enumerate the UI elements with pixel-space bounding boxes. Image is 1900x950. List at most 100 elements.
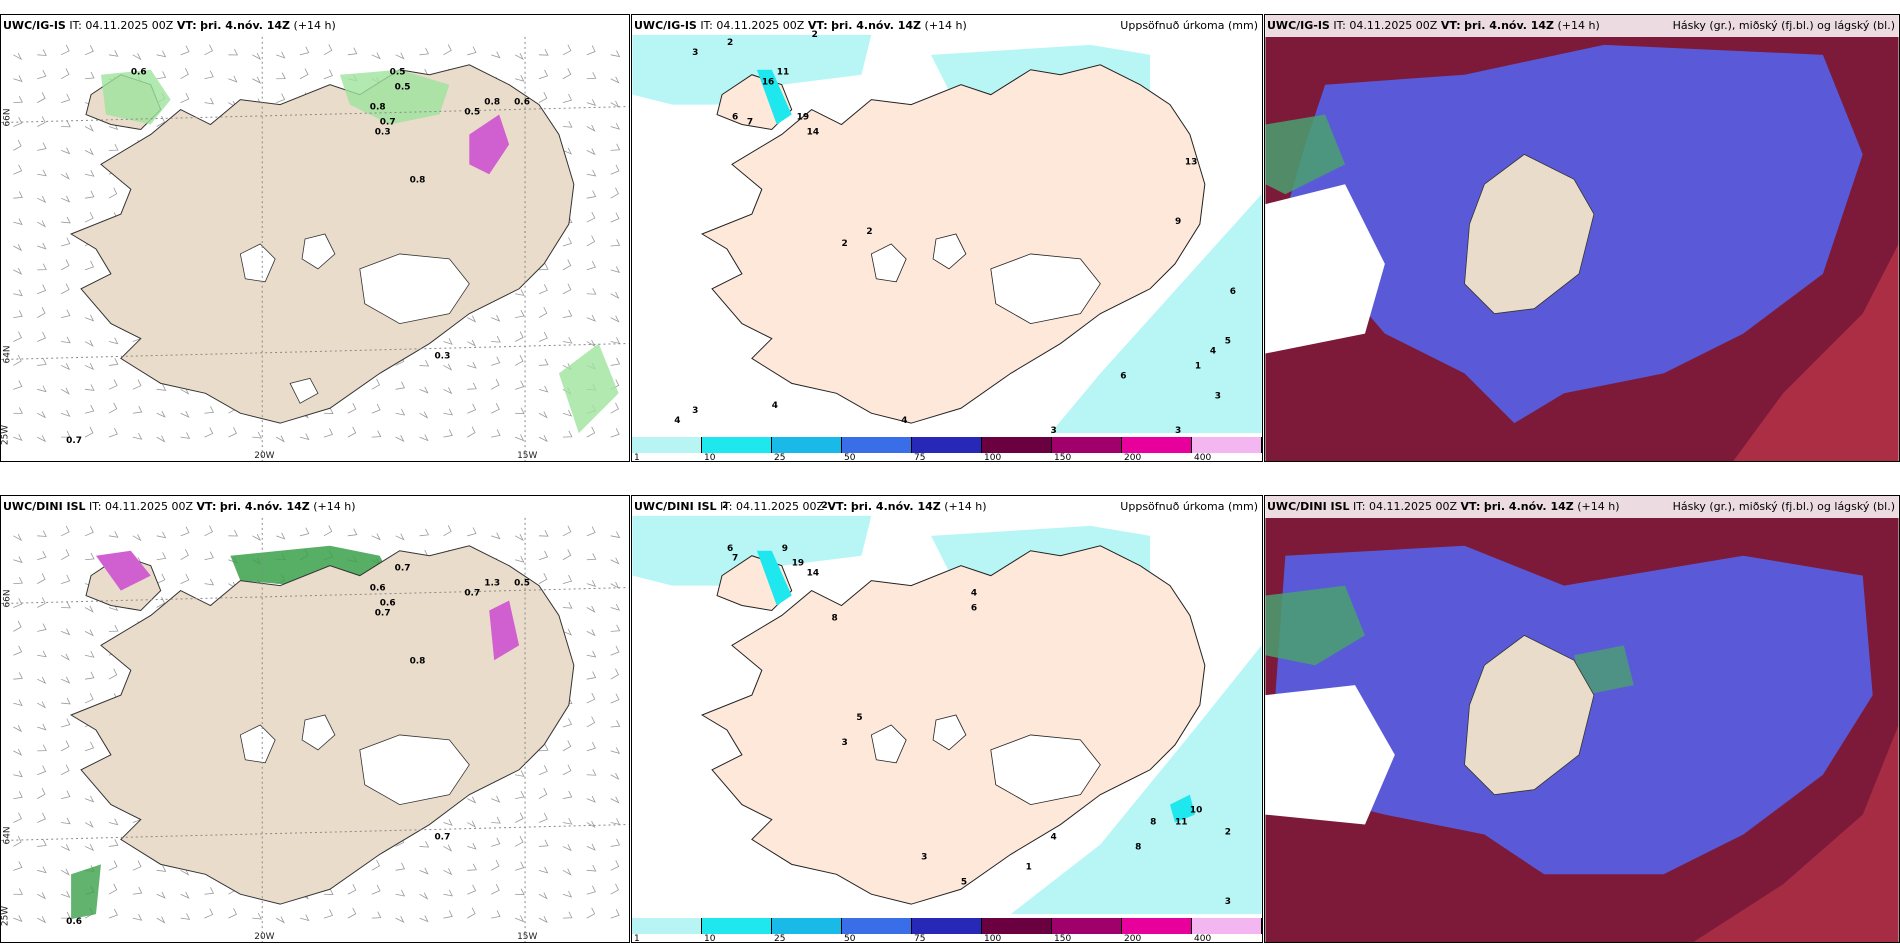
wind-barb xyxy=(514,915,525,923)
map-value-label: 14 xyxy=(807,569,819,579)
wind-barb xyxy=(84,741,95,752)
wind-barb xyxy=(467,907,476,919)
wind-barb xyxy=(586,716,596,728)
wind-barb xyxy=(562,336,573,344)
wind-barb xyxy=(610,668,619,680)
grid-line-lat66 xyxy=(1,587,629,605)
vt-prefix: VT: xyxy=(827,500,848,513)
panel-header: UWC/DINI ISL IT: 04.11.2025 00Z VT: þri.… xyxy=(1265,496,1899,518)
wind-barb xyxy=(562,409,573,417)
wind-barb xyxy=(443,338,453,345)
wind-barb xyxy=(443,429,453,438)
wind-barb xyxy=(443,889,453,897)
wind-barb xyxy=(491,859,500,871)
it-prefix: IT: xyxy=(700,19,713,32)
wind-barb xyxy=(37,723,47,731)
wind-barb xyxy=(84,71,95,80)
wind-barb xyxy=(275,916,285,924)
wind-barb xyxy=(514,75,525,82)
map-value-label: 1 xyxy=(1195,361,1201,371)
wind-barb xyxy=(37,242,47,250)
colorbar-segment xyxy=(982,437,1052,453)
wind-barb xyxy=(515,407,525,415)
wind-barb xyxy=(37,812,46,823)
wind-barb xyxy=(156,891,166,899)
wind-barb xyxy=(13,267,23,275)
wind-barb xyxy=(84,124,94,132)
colorbar-segment xyxy=(632,918,702,934)
map-value-label: 4 xyxy=(901,416,907,426)
map-value-label: 0.7 xyxy=(66,436,82,446)
wind-barb xyxy=(562,525,572,537)
panel-wind-row1: UWC/IG-IS IT: 04.11.2025 00Z VT: þri. 4.… xyxy=(0,14,630,462)
wind-barb xyxy=(491,335,501,343)
vt-prefix: VT: xyxy=(1460,500,1481,513)
colorbar-tick: 1 xyxy=(634,453,640,462)
wind-barb xyxy=(347,907,357,919)
wind-barb xyxy=(156,531,167,539)
wind-barb xyxy=(562,890,573,898)
colorbar-segment xyxy=(982,918,1052,934)
wind-barb xyxy=(371,430,382,438)
wind-barb xyxy=(180,868,190,876)
wind-barb xyxy=(443,868,453,876)
map-value-label: 2 xyxy=(841,239,847,249)
wind-barb xyxy=(61,574,71,584)
wind-barb xyxy=(180,549,189,561)
wind-barb xyxy=(13,95,23,104)
wind-barb xyxy=(467,361,477,369)
map-value-label: 3 xyxy=(692,48,698,58)
map-value-label: 4 xyxy=(1051,832,1057,842)
cloud-map xyxy=(1265,15,1899,461)
wind-barb xyxy=(204,578,215,586)
clear-sky-west xyxy=(1265,184,1385,354)
wind-barb xyxy=(562,574,573,584)
map-value-label: 0.6 xyxy=(131,68,147,78)
wind-barb xyxy=(491,816,501,824)
map-value-label: 14 xyxy=(807,127,819,137)
wind-barb xyxy=(538,866,549,874)
map-value-label: 0.6 xyxy=(370,584,386,594)
wind-barb xyxy=(347,883,357,895)
wind-barb xyxy=(586,426,596,438)
vt-prefix: VT: xyxy=(1440,19,1461,32)
wind-barb xyxy=(467,863,477,871)
wind-barb xyxy=(180,387,190,395)
wind-barb xyxy=(443,910,453,919)
lead-time: (+14 h) xyxy=(1577,500,1620,513)
vt-prefix: VT: xyxy=(807,19,828,32)
wind-barb xyxy=(586,629,596,637)
valid-time: þri. 4.nóv. 14Z xyxy=(850,500,941,513)
wind-barb xyxy=(610,402,620,414)
precip-cyan-southeast-spot xyxy=(1170,794,1195,823)
wind-barb xyxy=(610,187,619,199)
panel-header: UWC/DINI ISL IT: 04.11.2025 00Z VT: þri.… xyxy=(632,496,1262,518)
wind-barb xyxy=(108,337,119,345)
wind-barb xyxy=(13,620,22,632)
wind-barb xyxy=(13,75,23,83)
wind-barb xyxy=(491,795,501,803)
wind-barb xyxy=(491,910,501,919)
wind-barb xyxy=(538,812,548,823)
glacier-langjokull xyxy=(870,724,907,764)
wind-barb xyxy=(538,284,548,295)
colorbar-tick: 100 xyxy=(984,934,1002,943)
wind-barb xyxy=(204,406,215,414)
wind-barb xyxy=(180,432,191,439)
wind-barb xyxy=(13,748,23,756)
wind-barb xyxy=(37,892,47,900)
wind-map: 66N 64N 25W 20W 15W 0.6 0.5 0.5 0.8 0.6 0.5 0.… xyxy=(1,36,629,461)
wind-barb xyxy=(37,195,47,203)
wind-barb xyxy=(515,289,525,296)
wind-barb xyxy=(443,44,452,56)
wind-barb xyxy=(443,819,453,826)
map-value-label: 0.8 xyxy=(410,656,426,666)
precip-magenta-east xyxy=(489,600,520,661)
wind-barb xyxy=(60,764,70,776)
wind-barb xyxy=(538,69,549,80)
wind-barb xyxy=(13,645,23,656)
wind-barb xyxy=(562,868,572,876)
wind-barb xyxy=(610,581,620,589)
colorbar-tick: 10 xyxy=(704,453,716,462)
map-value-label: 0.5 xyxy=(395,83,411,93)
